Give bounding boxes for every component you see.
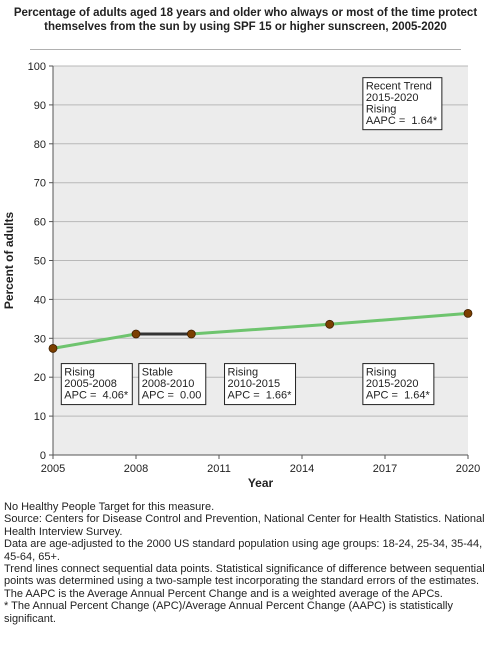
annotation-line: 2010-2015	[228, 378, 281, 390]
y-tick-label: 10	[34, 411, 46, 423]
y-tick-label: 30	[34, 333, 46, 345]
annotation-line: AAPC = 1.64*	[366, 115, 438, 127]
y-tick-label: 0	[40, 450, 46, 462]
annotation-line: 2005-2008	[64, 378, 117, 390]
data-point	[325, 319, 335, 329]
annotation-line: APC = 0.00	[142, 390, 202, 402]
y-tick-label: 20	[34, 372, 46, 384]
x-tick-label: 2020	[456, 463, 480, 475]
y-tick-label: 100	[28, 61, 46, 73]
annotation-line: Rising	[228, 367, 259, 379]
note-age-adjustment: Data are age-adjusted to the 2000 US sta…	[4, 538, 483, 563]
trend-segment	[328, 311, 470, 326]
annotation-line: Rising	[366, 367, 397, 379]
annotation-line: Recent Trend	[366, 81, 432, 93]
annotation-line: Rising	[64, 367, 95, 379]
annotation-frame	[362, 363, 435, 406]
annotation-frame	[138, 363, 207, 406]
y-tick-label: 50	[34, 256, 46, 268]
annotation-line: APC = 1.66*	[228, 390, 293, 402]
y-tick-label: 60	[34, 217, 46, 229]
note-significance: * The Annual Percent Change (APC)/Averag…	[4, 600, 454, 625]
trend-segment	[189, 322, 332, 336]
x-tick-label: 2005	[41, 463, 65, 475]
x-tick-label: 2011	[207, 463, 231, 475]
x-tick-label: 2014	[290, 463, 314, 475]
annotation-line: 2015-2020	[366, 92, 419, 104]
y-tick-label: 90	[34, 100, 46, 112]
chart-title: Percentage of adults aged 18 years and o…	[13, 7, 478, 33]
footnotes: No Healthy People Target for this measur…	[4, 501, 490, 625]
note-aapc: The AAPC is the Average Annual Percent C…	[4, 587, 443, 600]
annotation-line: Stable	[142, 367, 173, 379]
annotation-line: 2008-2010	[142, 378, 195, 390]
annotation-line: Rising	[366, 104, 397, 116]
annotation-line: 2015-2020	[366, 378, 419, 390]
x-axis-ticks: 2005 2008 2011 2014 2017 2020	[41, 455, 480, 475]
x-tick-label: 2008	[124, 463, 148, 475]
trend-segment	[51, 332, 138, 350]
trend-lines	[51, 311, 470, 350]
note-trend-lines: Trend lines connect sequential data poin…	[4, 563, 485, 588]
annotation-frame	[362, 77, 443, 131]
title-divider	[30, 49, 461, 50]
annotation-line: APC = 1.64*	[366, 390, 431, 402]
data-points	[48, 309, 473, 353]
x-axis-label: Year	[248, 476, 274, 490]
annotation-frame	[224, 363, 297, 406]
y-axis-ticks: 0 10 20 30 40 50 60 70 80 90 100	[28, 61, 53, 462]
data-point	[463, 309, 473, 318]
annotation-frame	[60, 363, 133, 406]
y-tick-label: 70	[34, 178, 46, 190]
data-point	[48, 344, 58, 353]
y-tick-label: 80	[34, 139, 46, 151]
x-tick-label: 2017	[373, 463, 397, 475]
y-tick-label: 40	[34, 294, 46, 306]
data-point	[186, 329, 196, 339]
y-axis-label: Percent of adults	[2, 212, 16, 310]
data-point	[131, 329, 141, 339]
note-target: No Healthy People Target for this measur…	[4, 501, 215, 513]
annotation-line: APC = 4.06*	[64, 390, 129, 402]
note-source: Source: Centers for Disease Control and …	[4, 513, 485, 538]
